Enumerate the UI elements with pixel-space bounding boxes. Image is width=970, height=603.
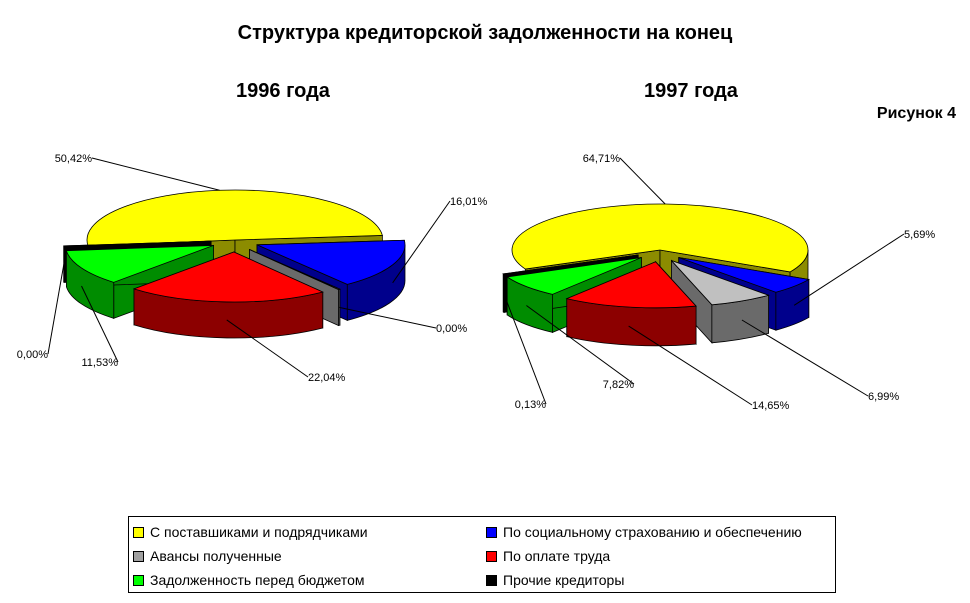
pie-charts: 50,42% 16,01% 0,00% 22,04% 11,53% 0,00% 64,71%…: [17, 153, 936, 412]
leader-line: [503, 292, 547, 405]
data-label: 50,42%: [55, 153, 93, 165]
data-label: 0,00%: [436, 323, 467, 335]
leader-line: [619, 157, 666, 205]
legend-item: С поставшиками и подрядчиками: [133, 522, 368, 542]
legend-label: По социальному страхованию и обеспечению: [503, 524, 802, 540]
data-label: 16,01%: [450, 196, 488, 208]
legend-item: По оплате труда: [486, 546, 610, 566]
legend: С поставшиками и подрядчиками По социаль…: [128, 516, 836, 593]
legend-item: Задолженность перед бюджетом: [133, 570, 364, 590]
legend-label: С поставшиками и подрядчиками: [150, 524, 368, 540]
pie-slice: [63, 240, 212, 247]
data-label: 6,99%: [868, 391, 899, 403]
leader-line: [81, 285, 119, 363]
pie-1997-subtitle: 1997 года: [644, 80, 738, 102]
data-label: 0,00%: [17, 349, 48, 361]
pie-slice: [565, 261, 697, 309]
legend-label: Авансы полученные: [150, 548, 282, 564]
chart-title: Структура кредиторской задолженности на …: [237, 22, 733, 44]
pie-slice: [256, 239, 406, 285]
legend-item: Авансы полученные: [133, 546, 282, 566]
data-label: 7,82%: [603, 379, 634, 391]
pie-slice: [86, 189, 383, 247]
data-label: 5,69%: [904, 229, 935, 241]
leader-line: [741, 319, 869, 397]
legend-swatch: [486, 550, 497, 562]
legend-item: Прочие кредиторы: [486, 570, 624, 590]
legend-label: По оплате труда: [503, 548, 611, 564]
leader-line: [793, 233, 905, 306]
data-label: 64,71%: [583, 153, 621, 165]
pie-slice: [132, 251, 324, 303]
pie-slice: [506, 257, 642, 295]
data-label: 14,65%: [752, 400, 790, 412]
pie-slice: [249, 249, 342, 290]
figure-label: Рисунок 4: [876, 105, 956, 122]
legend-swatch: [133, 526, 144, 538]
data-label: 22,04%: [308, 372, 346, 384]
pie-slice: [502, 254, 639, 275]
legend-swatch: [486, 574, 497, 586]
pie-1: 64,71% 5,69% 6,99% 14,65% 7,82% 0,13%: [502, 153, 935, 412]
leader-line: [339, 306, 437, 329]
pie-1996-subtitle: 1996 года: [236, 80, 330, 102]
legend-swatch: [133, 574, 144, 586]
pie-0: 50,42% 16,01% 0,00% 22,04% 11,53% 0,00%: [17, 153, 488, 384]
leader-line: [526, 305, 635, 385]
leader-line: [47, 264, 65, 355]
pie-slice: [671, 260, 770, 306]
pie-slice: [65, 245, 214, 283]
leader-line: [91, 157, 220, 191]
data-label: 0,13%: [515, 399, 546, 411]
legend-item: По социальному страхованию и обеспечению: [486, 522, 802, 542]
pie-slice: [511, 203, 809, 273]
data-label: 11,53%: [82, 357, 119, 369]
pie-slice: [678, 257, 810, 293]
leader-line: [226, 319, 309, 378]
legend-swatch: [133, 550, 144, 562]
legend-label: Прочие кредиторы: [503, 572, 625, 588]
legend-swatch: [486, 526, 497, 538]
leader-line: [392, 200, 451, 284]
legend-label: Задолженность перед бюджетом: [150, 572, 365, 588]
leader-line: [628, 325, 753, 406]
